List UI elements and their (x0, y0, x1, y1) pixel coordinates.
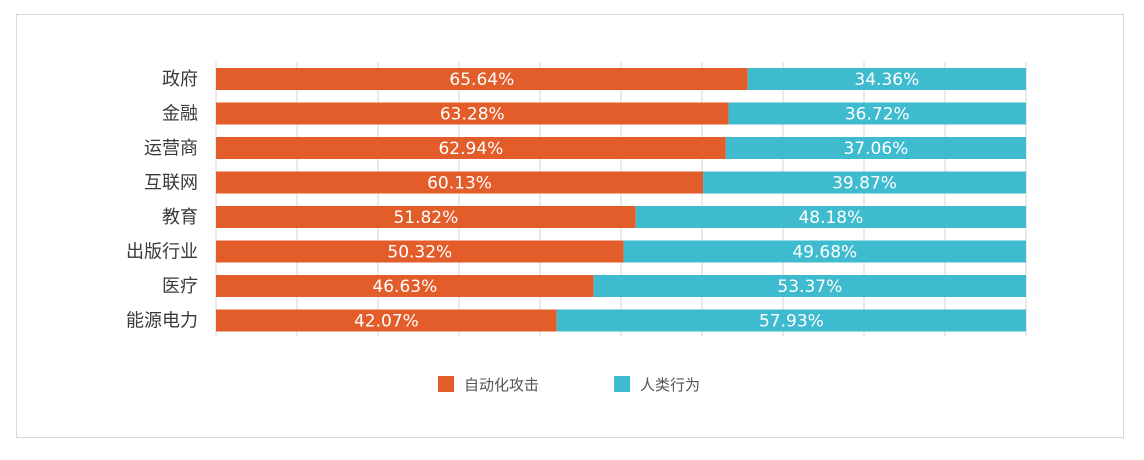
category-label: 金融 (162, 104, 198, 125)
data-label: 49.68% (792, 243, 857, 263)
legend-label: 自动化攻击 (464, 376, 539, 394)
data-label: 53.37% (777, 277, 842, 297)
data-label: 65.64% (449, 70, 514, 90)
bar-segment-automated-attack (216, 240, 624, 263)
bar-segment-automated-attack (216, 137, 726, 159)
data-label: 57.93% (759, 312, 824, 332)
category-label: 教育 (162, 207, 198, 228)
legend-label: 人类行为 (640, 376, 700, 394)
bar-segment-human-behavior (556, 309, 1026, 332)
labels: 政府 65.64% 34.36% 金融 63.28% 36.72% 运营商 62.94% 37.… (126, 69, 919, 332)
data-label: 48.18% (798, 208, 863, 228)
data-label: 34.36% (854, 70, 919, 90)
data-label: 39.87% (832, 174, 897, 194)
category-label: 医疗 (162, 276, 198, 297)
legend-swatch (438, 376, 454, 392)
data-label: 51.82% (393, 208, 458, 228)
bar-segment-automated-attack (216, 206, 636, 228)
bar-segment-human-behavior (747, 68, 1026, 90)
data-label: 42.07% (354, 312, 419, 332)
data-label: 46.63% (372, 277, 437, 297)
bar-segment-automated-attack (216, 275, 594, 297)
category-label: 能源电力 (126, 311, 198, 332)
data-label: 60.13% (427, 174, 492, 194)
category-label: 互联网 (144, 173, 198, 194)
bar-segment-human-behavior (623, 240, 1026, 263)
bar-segment-automated-attack (216, 68, 748, 90)
bar-segment-automated-attack (216, 171, 704, 194)
data-label: 62.94% (438, 139, 503, 159)
bars (216, 68, 1026, 332)
legend-swatch (614, 376, 630, 392)
bar-segment-human-behavior (635, 206, 1026, 228)
data-label: 63.28% (440, 105, 505, 125)
bar-segment-automated-attack (216, 102, 729, 125)
category-label: 出版行业 (126, 242, 198, 263)
legend: 自动化攻击 人类行为 (438, 376, 700, 394)
data-label: 50.32% (387, 243, 452, 263)
category-label: 运营商 (144, 138, 198, 159)
bar-segment-human-behavior (703, 171, 1026, 194)
bar-segment-human-behavior (725, 137, 1026, 159)
bar-segment-human-behavior (593, 275, 1026, 297)
bar-segment-automated-attack (216, 309, 557, 332)
bar-segment-human-behavior (728, 102, 1026, 125)
data-label: 37.06% (843, 139, 908, 159)
data-label: 36.72% (845, 105, 910, 125)
category-label: 政府 (162, 69, 198, 90)
